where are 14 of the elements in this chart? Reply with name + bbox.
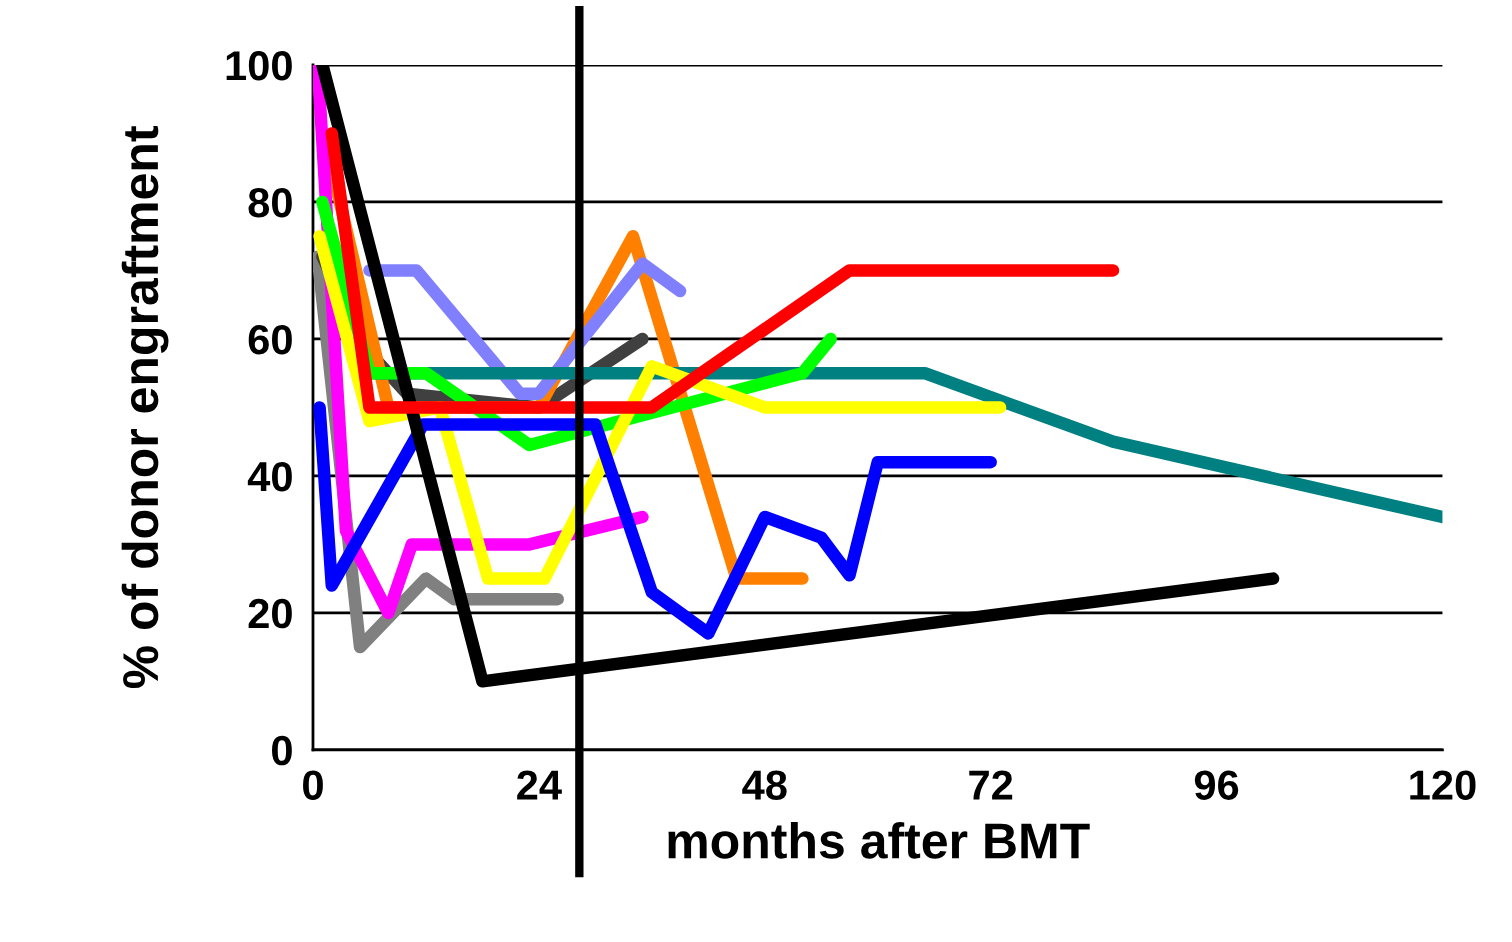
y-axis-title: % of donor engraftment bbox=[121, 126, 169, 689]
x-tick-label: 48 bbox=[742, 770, 787, 800]
y-tick-label: 40 bbox=[247, 461, 292, 492]
x-tick-label: 72 bbox=[969, 770, 1013, 800]
x-tick-label: 96 bbox=[1194, 770, 1239, 800]
y-tick-label: 100 bbox=[226, 51, 292, 81]
x-axis-title: months after BMT bbox=[668, 822, 1090, 859]
y-tick-label: 0 bbox=[272, 735, 292, 766]
y-tick-label: 20 bbox=[248, 598, 292, 629]
x-tick-label: 24 bbox=[517, 770, 562, 800]
y-tick-label: 80 bbox=[248, 187, 292, 218]
x-tick-label: 120 bbox=[1410, 770, 1476, 800]
x-tick-label: 0 bbox=[303, 770, 323, 800]
y-tick-label: 60 bbox=[248, 324, 292, 355]
